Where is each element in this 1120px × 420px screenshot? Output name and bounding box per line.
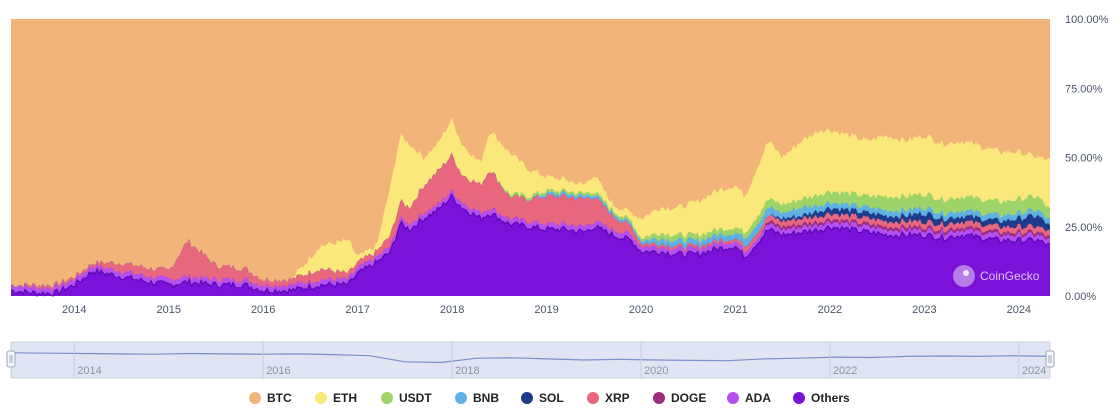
x-tick-label: 2019 bbox=[534, 304, 558, 316]
navigator-tick-label: 2016 bbox=[266, 365, 290, 377]
legend-item-bnb[interactable]: BNB bbox=[455, 391, 499, 405]
legend-swatch bbox=[587, 392, 599, 404]
navigator-handle-right[interactable] bbox=[1045, 350, 1055, 368]
legend-swatch bbox=[315, 392, 327, 404]
x-tick-label: 2020 bbox=[629, 304, 653, 316]
legend-label: SOL bbox=[539, 391, 564, 405]
x-tick-label: 2021 bbox=[723, 304, 747, 316]
legend-label: BTC bbox=[267, 391, 292, 405]
legend-label: ETH bbox=[333, 391, 357, 405]
legend-swatch bbox=[793, 392, 805, 404]
legend-label: USDT bbox=[399, 391, 432, 405]
legend-swatch bbox=[455, 392, 467, 404]
y-tick-label: 0.00% bbox=[1065, 291, 1096, 303]
area-others bbox=[11, 194, 1050, 296]
navigator-handle-left[interactable] bbox=[6, 350, 16, 368]
x-tick-label: 2017 bbox=[345, 304, 369, 316]
coingecko-eye-icon bbox=[963, 270, 969, 276]
legend-item-usdt[interactable]: USDT bbox=[381, 391, 432, 405]
x-tick-label: 2016 bbox=[251, 304, 275, 316]
legend-label: DOGE bbox=[671, 391, 706, 405]
legend-swatch bbox=[653, 392, 665, 404]
legend-swatch bbox=[381, 392, 393, 404]
legend-item-doge[interactable]: DOGE bbox=[653, 391, 706, 405]
x-axis: 2014 2015 2016 2017 2018 2019 2020 2021 2022 2023… bbox=[62, 304, 1031, 316]
y-tick-label: 100.00% bbox=[1065, 14, 1109, 26]
navigator-tick-label: 2018 bbox=[455, 365, 479, 377]
y-axis: 0.00% 25.00% 50.00% 75.00% 100.00% bbox=[1065, 14, 1109, 303]
coingecko-logo-icon bbox=[953, 265, 975, 287]
others-top-line bbox=[10, 192, 1051, 298]
legend-swatch bbox=[521, 392, 533, 404]
navigator-tick-label: 2020 bbox=[644, 365, 668, 377]
navigator-tick-label: 2014 bbox=[77, 365, 101, 377]
legend-item-others[interactable]: Others bbox=[793, 391, 850, 405]
legend-label: Others bbox=[811, 391, 850, 405]
legend: BTC ETH USDT BNB SOL XRP DOGE ADA Others bbox=[249, 391, 850, 405]
range-navigator[interactable]: 2014 2016 2018 2020 2022 2024 bbox=[6, 341, 1055, 379]
legend-item-btc[interactable]: BTC bbox=[249, 391, 292, 405]
x-tick-label: 2022 bbox=[818, 304, 842, 316]
y-tick-label: 75.00% bbox=[1065, 83, 1103, 95]
legend-item-ada[interactable]: ADA bbox=[727, 391, 771, 405]
plot-area bbox=[10, 19, 1051, 298]
legend-item-sol[interactable]: SOL bbox=[521, 391, 564, 405]
navigator-background bbox=[10, 341, 1051, 379]
navigator-tick-label: 2024 bbox=[1022, 365, 1046, 377]
navigator-tick-label: 2022 bbox=[833, 365, 857, 377]
navigator-line bbox=[10, 352, 1051, 364]
legend-label: XRP bbox=[605, 391, 630, 405]
legend-label: ADA bbox=[745, 391, 771, 405]
legend-label: BNB bbox=[473, 391, 499, 405]
legend-item-eth[interactable]: ETH bbox=[315, 391, 357, 405]
watermark-text: CoinGecko bbox=[980, 269, 1040, 283]
x-tick-label: 2023 bbox=[912, 304, 936, 316]
x-tick-label: 2014 bbox=[62, 304, 86, 316]
y-tick-label: 25.00% bbox=[1065, 222, 1103, 234]
x-tick-label: 2018 bbox=[440, 304, 464, 316]
coingecko-watermark: CoinGecko bbox=[953, 265, 1040, 287]
legend-swatch bbox=[727, 392, 739, 404]
x-tick-label: 2024 bbox=[1007, 304, 1031, 316]
x-tick-label: 2015 bbox=[156, 304, 180, 316]
legend-swatch bbox=[249, 392, 261, 404]
y-tick-label: 50.00% bbox=[1065, 153, 1103, 165]
legend-item-xrp[interactable]: XRP bbox=[587, 391, 630, 405]
